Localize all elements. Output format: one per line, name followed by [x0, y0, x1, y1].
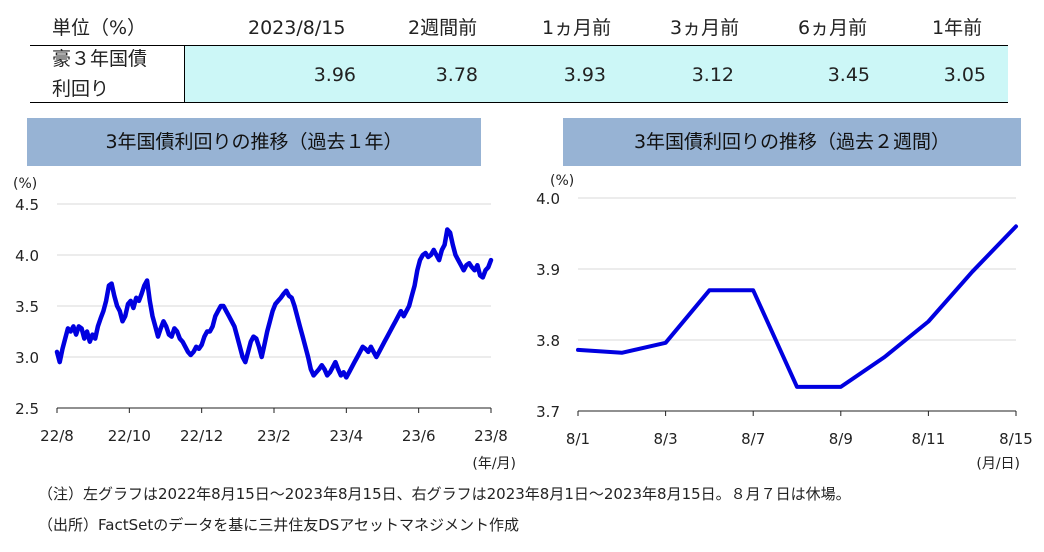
- right-line-chart: 4.0 3.9 3.8 3.7 8/1 8/3 8/7 8/9 8/11 8/15 (%) (月/日): [536, 173, 1033, 472]
- y-tick-label: 3.0: [15, 349, 39, 367]
- unit-header: 単位（%）: [52, 17, 147, 39]
- x-axis-unit: (年/月): [472, 456, 516, 472]
- source-text: （出所）FactSetのデータを基に三井住友DSアセットマネジメント作成: [38, 516, 519, 534]
- col-header-6m: 6ヵ月前: [798, 17, 868, 39]
- x-tick-label: 8/3: [654, 430, 678, 448]
- yield-table: 単位（%） 2023/8/15 2週間前 1ヵ月前 3ヵ月前 6ヵ月前 1年前 …: [30, 5, 1008, 103]
- value-6m: 3.45: [827, 64, 870, 86]
- y-tick-label: 3.8: [536, 332, 560, 350]
- table-rule-bottom: [30, 102, 1008, 103]
- y-tick-label: 4.5: [15, 196, 39, 214]
- x-tick-label: 8/1: [566, 430, 590, 448]
- x-tick-label: 23/8: [474, 427, 508, 445]
- right-chart-title: 3年国債利回りの推移（過去２週間）: [563, 118, 1021, 166]
- x-tick-label: 8/9: [829, 430, 853, 448]
- y-tick-label: 3.7: [536, 403, 560, 421]
- col-header-2w: 2週間前: [408, 17, 478, 39]
- value-3m: 3.12: [691, 64, 734, 86]
- x-tick-label: 8/7: [741, 430, 765, 448]
- col-header-1y: 1年前: [932, 17, 983, 39]
- col-header-date: 2023/8/15: [248, 17, 346, 39]
- y-tick-label: 4.0: [15, 247, 39, 265]
- value-2w: 3.78: [435, 64, 478, 86]
- col-header-1m: 1ヵ月前: [542, 17, 612, 39]
- x-tick-label: 8/15: [999, 430, 1033, 448]
- table-rule-top: [30, 45, 1008, 46]
- x-tick-label: 23/2: [257, 427, 291, 445]
- note-text: （注）左グラフは2022年8月15日～2023年8月15日、右グラフは2023年…: [38, 485, 851, 503]
- value-1y: 3.05: [943, 64, 986, 86]
- table-rule-vertical: [184, 45, 185, 103]
- col-header-3m: 3ヵ月前: [670, 17, 740, 39]
- y-tick-label: 2.5: [15, 400, 39, 418]
- series-line: [576, 224, 1018, 389]
- x-tick-label: 22/8: [40, 427, 74, 445]
- row-label-line1: 豪３年国債: [52, 48, 148, 70]
- value-date: 3.96: [313, 64, 356, 86]
- x-tick-label: 22/12: [180, 427, 223, 445]
- left-chart-title: 3年国債利回りの推移（過去１年）: [27, 118, 481, 166]
- x-axis-unit: (月/日): [976, 456, 1020, 472]
- yield-row-highlight: [184, 46, 1008, 102]
- x-tick-label: 23/6: [402, 427, 436, 445]
- y-axis-unit: (%): [13, 176, 37, 192]
- row-label-line2: 利回り: [52, 78, 110, 100]
- y-tick-label: 4.0: [536, 190, 560, 208]
- y-tick-label: 3.5: [15, 298, 39, 316]
- x-tick-label: 23/4: [329, 427, 363, 445]
- y-axis-unit: (%): [550, 173, 574, 189]
- series-line: [54, 227, 494, 380]
- y-tick-label: 3.9: [536, 261, 560, 279]
- value-1m: 3.93: [563, 64, 606, 86]
- x-tick-label: 8/11: [912, 430, 946, 448]
- left-line-chart: 4.5 4.0 3.5 3.0 2.522/8 22/10 22/12 23/2 23/4 23/…: [13, 176, 516, 472]
- x-tick-label: 22/10: [108, 427, 151, 445]
